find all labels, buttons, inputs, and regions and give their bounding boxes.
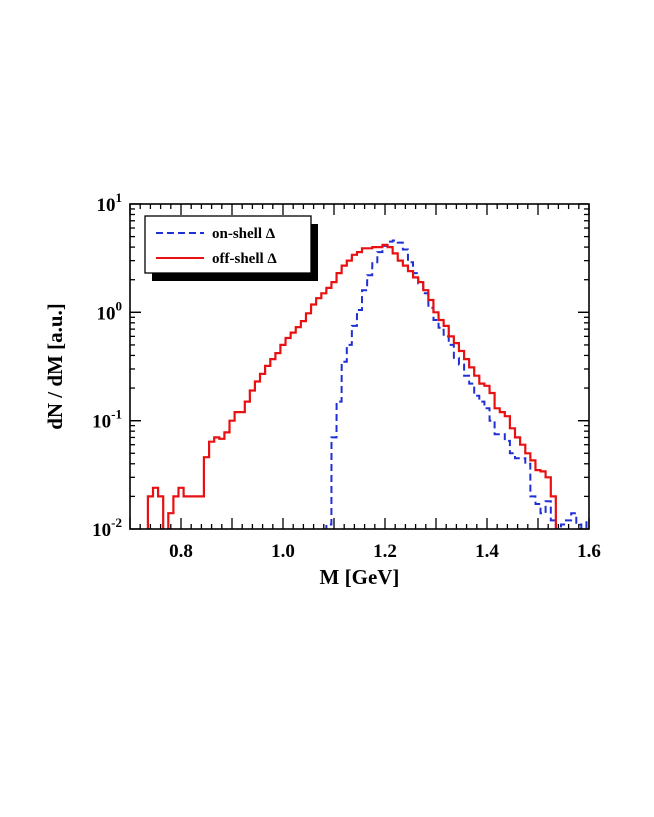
y-tick-label: 101: [97, 190, 123, 216]
y-axis-title: dN / dM [a.u.]: [43, 303, 67, 430]
series-off-shell-line: [146, 243, 557, 529]
y-tick-label: 10-1: [92, 407, 122, 433]
x-tick-labels: 0.8 1.0 1.2 1.4 1.6: [169, 541, 601, 562]
legend-label-on-shell: on-shell Δ: [212, 226, 276, 242]
x-tick-label: 1.0: [271, 541, 295, 562]
ticks-layer: [129, 203, 590, 530]
y-tick-label: 100: [97, 298, 123, 324]
x-tick-label: 1.6: [577, 541, 601, 562]
x-tick-label: 1.4: [475, 541, 499, 562]
series-on-shell-line: [325, 239, 589, 529]
x-axis-title: M [GeV]: [320, 565, 400, 589]
series-layer: [146, 239, 589, 529]
legend: on-shell Δ off-shell Δ: [144, 215, 318, 281]
legend-label-off-shell: off-shell Δ: [212, 251, 277, 267]
x-tick-label: 0.8: [169, 541, 193, 562]
y-tick-labels: 10-2 10-1 100 101: [92, 190, 122, 541]
y-tick-label: 10-2: [92, 515, 122, 541]
x-tick-label: 1.2: [373, 541, 397, 562]
legend-box: [144, 215, 312, 274]
plot-frame: [129, 203, 590, 530]
